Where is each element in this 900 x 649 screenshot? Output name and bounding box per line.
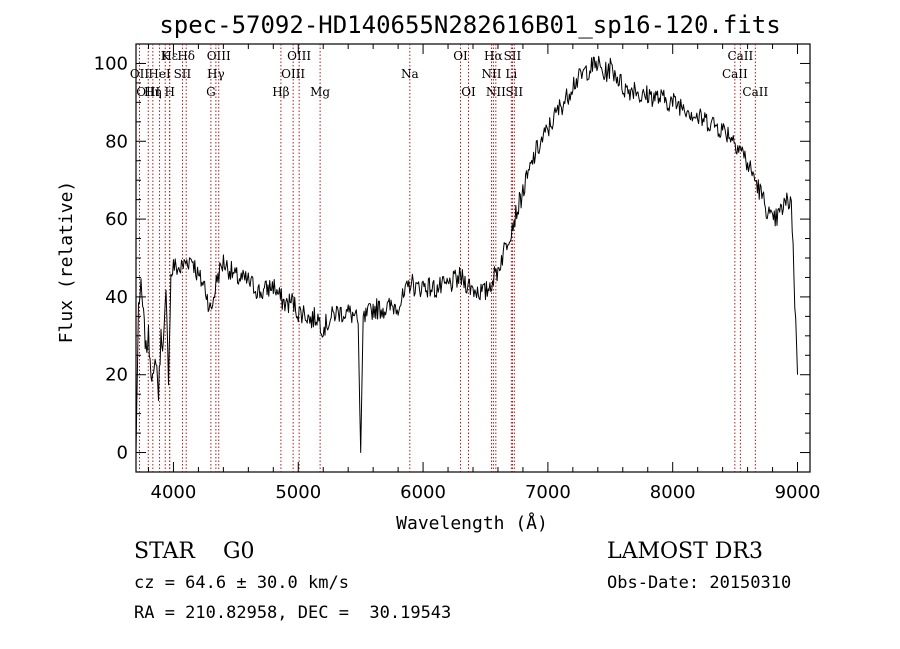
y-tick-label: 80 [105, 131, 128, 152]
redshift-cz: cz = 64.6 ± 30.0 km/s [134, 573, 349, 593]
line-marker-label: Hβ [272, 85, 289, 99]
line-marker-label: OIII [136, 85, 160, 99]
line-marker-label: Hγ [207, 67, 225, 81]
x-tick-label: 8000 [650, 482, 696, 503]
line-marker-label: H [164, 85, 174, 99]
spectrum-series [135, 55, 798, 453]
spectrum-line [135, 55, 798, 453]
line-marker-label: Li [505, 67, 517, 81]
y-tick-label: 0 [117, 443, 128, 464]
spectral-line-labels: OIIOIIIHηHeIKHHεSIIHδGHγOIIIHβOIIIOIIIMg… [130, 49, 769, 99]
line-marker-label: OII [130, 67, 150, 81]
line-marker-label: Hε [161, 49, 178, 63]
line-marker-label: CaII [722, 67, 748, 81]
axes: 4000 5000 6000 7000 8000 9000 0 20 40 60 80 100 [94, 44, 821, 503]
line-marker-label: OIII [287, 49, 311, 63]
line-marker-label: Hδ [177, 49, 195, 63]
x-tick-label: 6000 [400, 482, 446, 503]
line-marker-label: SII [174, 67, 192, 81]
y-tick-label: 20 [105, 365, 128, 386]
line-marker-label: CaII [742, 85, 768, 99]
line-marker-label: SII [504, 49, 522, 63]
survey-name: LAMOST DR3 [607, 539, 763, 564]
line-marker-label: Hα [484, 49, 503, 63]
y-tick-label: 60 [105, 209, 128, 230]
x-tick-label: 7000 [525, 482, 571, 503]
line-marker-label: HeI [148, 67, 171, 81]
line-marker-label: Na [401, 67, 419, 81]
line-marker-label: OIII [207, 49, 231, 63]
line-marker-label: Hη [144, 85, 162, 99]
y-axis-label: Flux (relative) [56, 181, 77, 344]
x-tick-label: 9000 [775, 482, 821, 503]
obs-date: Obs-Date: 20150310 [607, 573, 792, 593]
line-marker-label: Mg [310, 85, 330, 99]
plot-frame [135, 43, 811, 473]
spectral-class: STAR G0 [134, 539, 255, 564]
line-marker-label: G [206, 85, 216, 99]
chart-title: spec-57092-HD140655N282616B01_sp16-120.f… [159, 11, 780, 39]
spectral-line-markers [139, 44, 756, 472]
ra-dec: RA = 210.82958, DEC = 30.19543 [134, 603, 452, 623]
y-tick-label: 100 [94, 53, 128, 74]
line-marker-label: CaII [727, 49, 753, 63]
line-marker-label: NII [486, 85, 506, 99]
line-marker-label: NII [481, 67, 501, 81]
x-tick-label: 5000 [275, 482, 321, 503]
line-marker-label: OIII [281, 67, 305, 81]
line-marker-label: K [161, 49, 171, 63]
y-tick-label: 40 [105, 287, 128, 308]
line-marker-label: SII [505, 85, 523, 99]
x-axis-label: Wavelength (Å) [396, 512, 548, 534]
x-tick-label: 4000 [151, 482, 197, 503]
line-marker-label: OI [453, 49, 468, 63]
line-marker-label: OI [461, 85, 476, 99]
